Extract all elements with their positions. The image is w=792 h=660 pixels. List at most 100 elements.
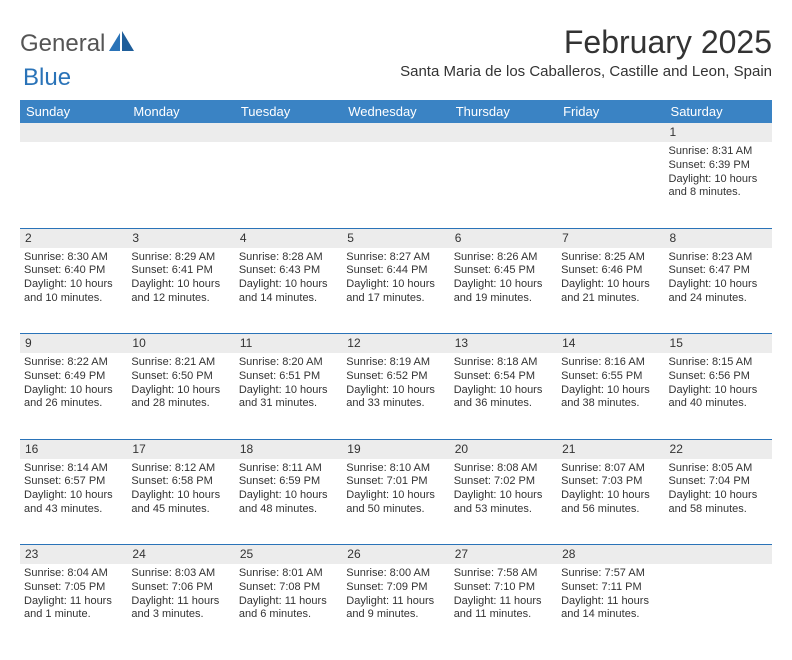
daylight-text: Daylight: 10 hours — [669, 384, 768, 398]
daylight-text: Daylight: 10 hours — [561, 278, 660, 292]
day-number — [557, 123, 664, 142]
day-number — [450, 123, 557, 142]
day-cell-empty — [450, 142, 557, 228]
day-header: Wednesday — [342, 100, 449, 123]
sunset-text: Sunset: 6:39 PM — [669, 159, 768, 173]
day-cell: Sunrise: 8:00 AMSunset: 7:09 PMDaylight:… — [342, 564, 449, 650]
day-cell: Sunrise: 8:19 AMSunset: 6:52 PMDaylight:… — [342, 353, 449, 439]
daylight-text: and 40 minutes. — [669, 397, 768, 411]
daylight-text: and 21 minutes. — [561, 292, 660, 306]
daylight-text: Daylight: 11 hours — [561, 595, 660, 609]
week-row: Sunrise: 8:31 AM Sunset: 6:39 PM Dayligh… — [20, 142, 772, 228]
sunset-text: Sunset: 6:52 PM — [346, 370, 445, 384]
daylight-text: Daylight: 10 hours — [346, 278, 445, 292]
daylight-text: Daylight: 10 hours — [24, 384, 123, 398]
day-cell: Sunrise: 8:31 AM Sunset: 6:39 PM Dayligh… — [665, 142, 772, 228]
sunrise-text: Sunrise: 8:03 AM — [131, 567, 230, 581]
day-cell-empty — [665, 564, 772, 650]
sunset-text: Sunset: 6:40 PM — [24, 264, 123, 278]
day-cell: Sunrise: 8:08 AMSunset: 7:02 PMDaylight:… — [450, 459, 557, 545]
day-number: 7 — [557, 228, 664, 248]
daylight-text: Daylight: 10 hours — [669, 173, 768, 187]
sunrise-text: Sunrise: 8:16 AM — [561, 356, 660, 370]
daylight-text: Daylight: 10 hours — [131, 278, 230, 292]
daylight-text: and 17 minutes. — [346, 292, 445, 306]
brand-text-blue: Blue — [23, 64, 71, 91]
week-row: Sunrise: 8:30 AMSunset: 6:40 PM Daylight:… — [20, 248, 772, 334]
sunset-text: Sunset: 7:11 PM — [561, 581, 660, 595]
day-number-row: 9 10 11 12 13 14 15 — [20, 334, 772, 354]
week-row: Sunrise: 8:14 AMSunset: 6:57 PMDaylight:… — [20, 459, 772, 545]
sunrise-text: Sunrise: 8:14 AM — [24, 462, 123, 476]
daylight-text: and 1 minute. — [24, 608, 123, 622]
day-cell: Sunrise: 8:21 AMSunset: 6:50 PMDaylight:… — [127, 353, 234, 439]
sunrise-text: Sunrise: 8:05 AM — [669, 462, 768, 476]
day-number-row: 23 24 25 26 27 28 — [20, 545, 772, 565]
location-subtitle: Santa Maria de los Caballeros, Castille … — [400, 63, 772, 80]
day-number: 10 — [127, 334, 234, 354]
day-cell: Sunrise: 8:22 AMSunset: 6:49 PMDaylight:… — [20, 353, 127, 439]
sunset-text: Sunset: 6:55 PM — [561, 370, 660, 384]
daylight-text: and 6 minutes. — [239, 608, 338, 622]
daylight-text: Daylight: 10 hours — [131, 489, 230, 503]
day-number: 4 — [235, 228, 342, 248]
brand-text-general: General — [20, 30, 105, 58]
day-cell-empty — [557, 142, 664, 228]
daylight-text: Daylight: 10 hours — [454, 489, 553, 503]
sunrise-text: Sunrise: 8:04 AM — [24, 567, 123, 581]
sunset-text: Sunset: 7:01 PM — [346, 475, 445, 489]
day-cell: Sunrise: 8:26 AMSunset: 6:45 PMDaylight:… — [450, 248, 557, 334]
sunset-text: Sunset: 7:10 PM — [454, 581, 553, 595]
daylight-text: Daylight: 11 hours — [346, 595, 445, 609]
sunrise-text: Sunrise: 7:58 AM — [454, 567, 553, 581]
sunrise-text: Sunrise: 8:12 AM — [131, 462, 230, 476]
sunset-text: Sunset: 6:44 PM — [346, 264, 445, 278]
sunrise-text: Sunrise: 8:25 AM — [561, 251, 660, 265]
daylight-text: Daylight: 10 hours — [669, 489, 768, 503]
daylight-text: and 36 minutes. — [454, 397, 553, 411]
day-cell: Sunrise: 7:57 AMSunset: 7:11 PMDaylight:… — [557, 564, 664, 650]
sunrise-text: Sunrise: 8:29 AM — [131, 251, 230, 265]
day-number — [342, 123, 449, 142]
day-header: Sunday — [20, 100, 127, 123]
sunset-text: Sunset: 6:45 PM — [454, 264, 553, 278]
week-row: Sunrise: 8:04 AMSunset: 7:05 PMDaylight:… — [20, 564, 772, 650]
day-cell: Sunrise: 8:14 AMSunset: 6:57 PMDaylight:… — [20, 459, 127, 545]
day-number: 6 — [450, 228, 557, 248]
daylight-text: and 33 minutes. — [346, 397, 445, 411]
day-number — [235, 123, 342, 142]
day-number: 3 — [127, 228, 234, 248]
day-number: 25 — [235, 545, 342, 565]
sunset-text: Sunset: 6:51 PM — [239, 370, 338, 384]
sunrise-text: Sunrise: 8:26 AM — [454, 251, 553, 265]
daylight-text: Daylight: 10 hours — [239, 384, 338, 398]
sunrise-text: Sunrise: 8:07 AM — [561, 462, 660, 476]
daylight-text: and 45 minutes. — [131, 503, 230, 517]
day-cell: Sunrise: 8:30 AMSunset: 6:40 PMDaylight:… — [20, 248, 127, 334]
sunset-text: Sunset: 6:58 PM — [131, 475, 230, 489]
day-cell: Sunrise: 8:11 AMSunset: 6:59 PMDaylight:… — [235, 459, 342, 545]
sunrise-text: Sunrise: 8:18 AM — [454, 356, 553, 370]
brand-logo: General — [20, 24, 137, 58]
day-header: Monday — [127, 100, 234, 123]
daylight-text: Daylight: 10 hours — [131, 384, 230, 398]
sunset-text: Sunset: 7:02 PM — [454, 475, 553, 489]
day-number-row: 2 3 4 5 6 7 8 — [20, 228, 772, 248]
day-number: 14 — [557, 334, 664, 354]
day-number: 5 — [342, 228, 449, 248]
day-number: 27 — [450, 545, 557, 565]
calendar-grid: Sunday Monday Tuesday Wednesday Thursday… — [20, 100, 772, 650]
sunrise-text: Sunrise: 8:30 AM — [24, 251, 123, 265]
sunset-text: Sunset: 6:41 PM — [131, 264, 230, 278]
sunset-text: Sunset: 7:06 PM — [131, 581, 230, 595]
day-number — [127, 123, 234, 142]
day-number: 8 — [665, 228, 772, 248]
day-header: Tuesday — [235, 100, 342, 123]
daylight-text: and 10 minutes. — [24, 292, 123, 306]
sunset-text: Sunset: 6:59 PM — [239, 475, 338, 489]
day-cell: Sunrise: 8:18 AMSunset: 6:54 PMDaylight:… — [450, 353, 557, 439]
day-number: 9 — [20, 334, 127, 354]
day-number: 1 — [665, 123, 772, 142]
sunset-text: Sunset: 6:43 PM — [239, 264, 338, 278]
daylight-text: Daylight: 10 hours — [561, 489, 660, 503]
